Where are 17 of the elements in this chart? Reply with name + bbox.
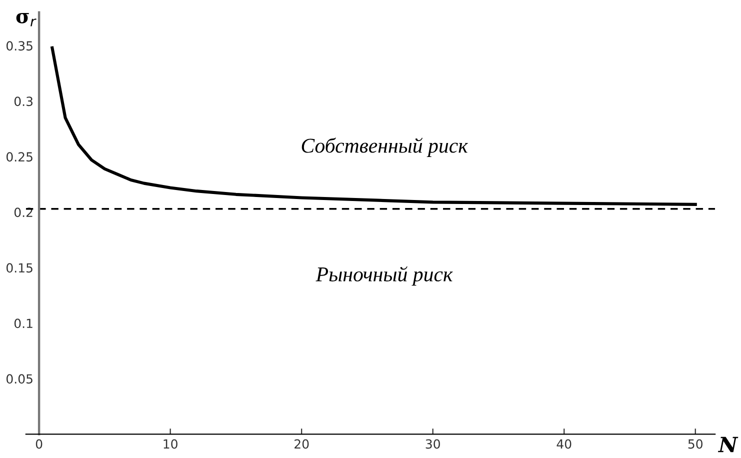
- x-tick-label: 10: [164, 439, 178, 449]
- y-tick-label: 0.35: [6, 41, 32, 51]
- annotation: Собственный риск: [302, 138, 468, 158]
- x-tick-label: 0: [36, 439, 42, 449]
- y-tick-label: 0.3: [14, 96, 33, 106]
- x-tick-label: 30: [426, 439, 440, 449]
- x-tick-label: 50: [688, 439, 702, 449]
- line-series: [50, 46, 697, 206]
- y-tick-label: 0.15: [6, 263, 32, 273]
- y-tick-label: 0.05: [6, 374, 32, 384]
- y-tick-label: 0.25: [6, 152, 32, 162]
- annotation: Рыночный риск: [316, 266, 453, 286]
- x-tick-label: 40: [556, 439, 572, 449]
- y-tick-label: 0.1: [14, 318, 32, 328]
- x-tick-label: 20: [294, 439, 309, 449]
- y-axis-title: σ$_{r}$: [16, 12, 36, 26]
- x-axis-title: N: [718, 436, 738, 452]
